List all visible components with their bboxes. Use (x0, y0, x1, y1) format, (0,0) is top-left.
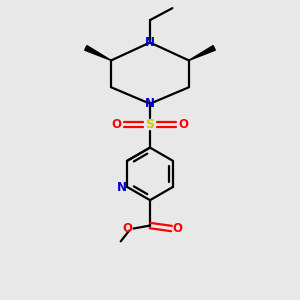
Text: N: N (145, 36, 155, 49)
Text: O: O (122, 222, 132, 235)
Text: S: S (146, 118, 154, 131)
Text: O: O (111, 118, 121, 131)
Text: N: N (145, 97, 155, 110)
Text: N: N (117, 181, 127, 194)
Polygon shape (189, 46, 215, 60)
Text: O: O (172, 222, 182, 235)
Polygon shape (85, 46, 111, 60)
Text: O: O (179, 118, 189, 131)
